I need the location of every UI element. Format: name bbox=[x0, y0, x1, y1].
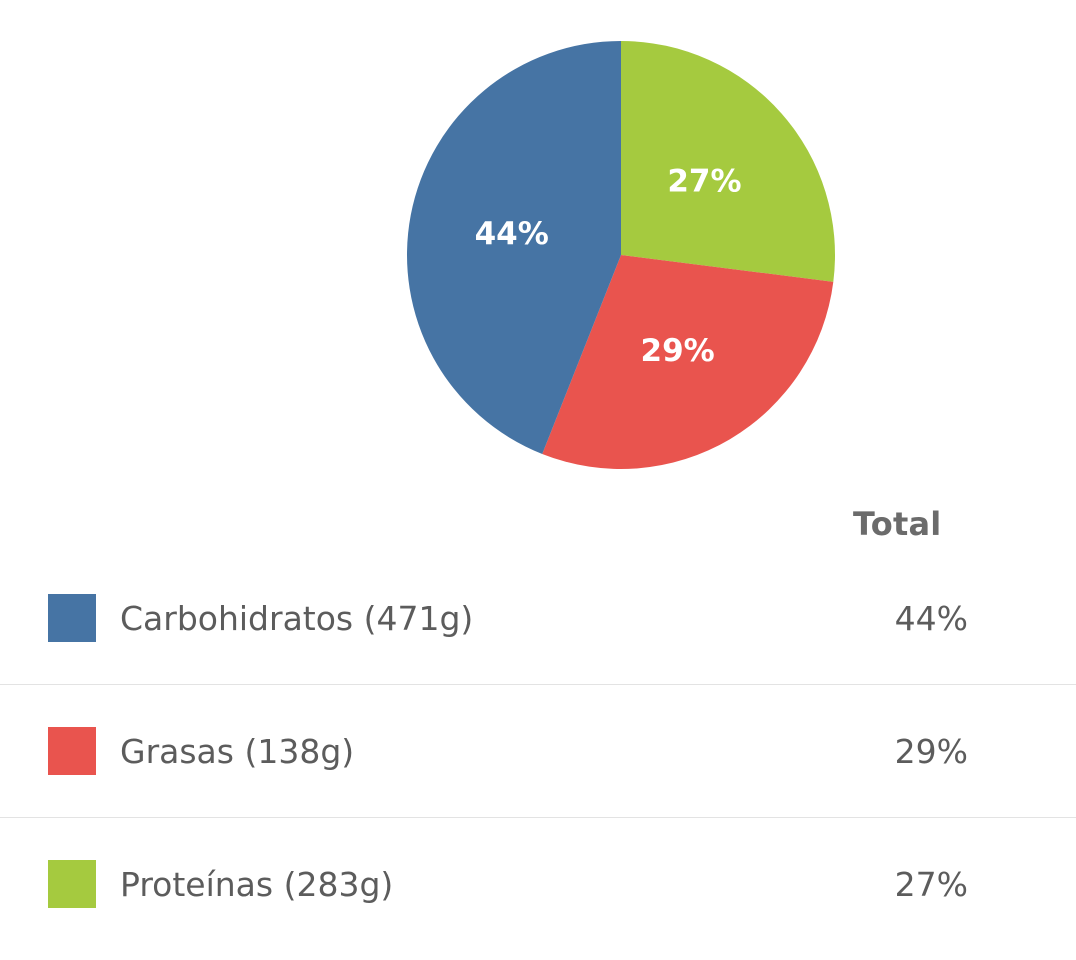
pie-label-grasas: 29% bbox=[641, 333, 715, 369]
pie-chart-svg: 27% 29% 44% bbox=[406, 41, 835, 469]
grasas-percentage: 29% bbox=[894, 732, 968, 771]
pie-slice-carbohidratos bbox=[406, 41, 621, 454]
pie-label-carbohidratos: 44% bbox=[475, 216, 549, 252]
total-column-header: Total bbox=[853, 505, 942, 543]
legend-row-proteinas: Proteínas (283g) 27% bbox=[0, 818, 1076, 950]
pie-slice-grasas bbox=[542, 255, 834, 469]
carbohidratos-color-swatch bbox=[48, 594, 96, 642]
macro-legend-list: Carbohidratos (471g) 44% Grasas (138g) 2… bbox=[0, 552, 1076, 950]
grasas-color-swatch bbox=[48, 727, 96, 775]
proteinas-color-swatch bbox=[48, 860, 96, 908]
legend-row-grasas: Grasas (138g) 29% bbox=[0, 685, 1076, 818]
proteinas-label: Proteínas (283g) bbox=[120, 865, 394, 904]
pie-slice-proteinas bbox=[621, 41, 835, 282]
proteinas-percentage: 27% bbox=[894, 865, 968, 904]
legend-row-carbohidratos: Carbohidratos (471g) 44% bbox=[0, 552, 1076, 685]
pie-chart: 27% 29% 44% bbox=[406, 41, 835, 469]
pie-label-proteinas: 27% bbox=[667, 163, 741, 199]
carbohidratos-percentage: 44% bbox=[894, 599, 968, 638]
carbohidratos-label: Carbohidratos (471g) bbox=[120, 599, 474, 638]
grasas-label: Grasas (138g) bbox=[120, 732, 355, 771]
